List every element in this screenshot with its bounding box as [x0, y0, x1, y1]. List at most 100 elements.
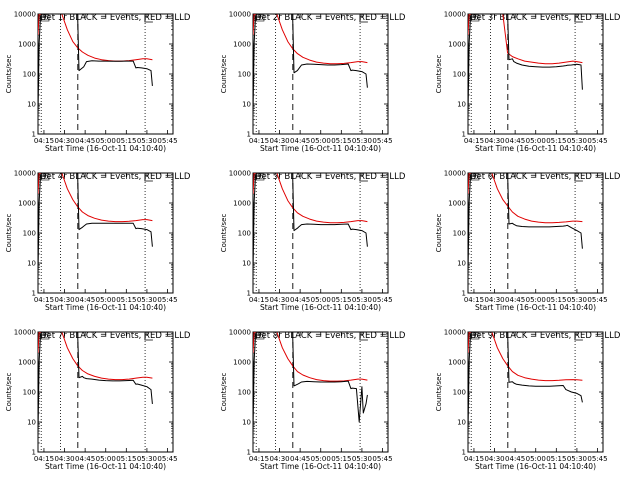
x-tick-label: 05:15 — [546, 296, 566, 304]
series-line-events — [468, 173, 583, 275]
x-tick-label: 05:15 — [116, 455, 136, 463]
x-tick-label: 05:30 — [567, 296, 587, 304]
plot-frame — [467, 172, 604, 294]
panel-title: Det 4r BLACK = Events, RED = LLD — [40, 172, 191, 182]
x-tick-label: 05:15 — [331, 455, 351, 463]
x-tick-label: 05:00 — [96, 296, 116, 304]
x-tick-label: 04:15 — [34, 296, 54, 304]
x-tick-label: 04:15 — [464, 137, 484, 145]
x-tick-label: 05:00 — [96, 455, 116, 463]
y-tick-label: 10 — [457, 260, 466, 268]
x-axis-label: Start Time (16-Oct-11 04:10:40) — [475, 462, 596, 471]
x-tick-label: 05:15 — [331, 296, 351, 304]
x-tick-label: 05:00 — [526, 137, 546, 145]
y-tick-label: 10 — [457, 419, 466, 427]
plot-frame — [252, 172, 389, 294]
series-line-lld — [253, 332, 368, 382]
y-tick-label: 10000 — [229, 11, 251, 19]
x-tick-label: 04:30 — [54, 455, 74, 463]
x-axis-label: Start Time (16-Oct-11 04:10:40) — [45, 462, 166, 471]
x-tick-label: 04:45 — [505, 296, 525, 304]
panel-title: Det 3r BLACK = Events, RED = LLD — [470, 13, 621, 23]
x-tick-label: 04:45 — [290, 455, 310, 463]
y-tick-label: 10000 — [444, 170, 466, 178]
x-tick-label: 04:45 — [290, 296, 310, 304]
corner-flag-bracket — [359, 333, 368, 341]
plot-frame — [467, 13, 604, 135]
corner-flag-bracket — [359, 174, 368, 182]
x-tick-label: 05:00 — [526, 296, 546, 304]
x-tick-label: 05:45 — [587, 296, 607, 304]
x-tick-label: 04:45 — [505, 137, 525, 145]
x-axis-label: Start Time (16-Oct-11 04:10:40) — [45, 144, 166, 153]
x-tick-label: 04:30 — [269, 455, 289, 463]
y-tick-label: 10 — [242, 260, 251, 268]
x-tick-label: 05:00 — [311, 296, 331, 304]
x-tick-label: 04:45 — [290, 137, 310, 145]
y-tick-label: 10 — [27, 260, 36, 268]
x-tick-label: 05:00 — [311, 137, 331, 145]
y-tick-label: 10 — [27, 101, 36, 109]
y-tick-label: 10 — [27, 419, 36, 427]
series-line-lld — [253, 173, 368, 224]
y-tick-label: 1 — [247, 131, 251, 139]
y-tick-label: 100 — [453, 230, 466, 238]
x-tick-label: 04:30 — [484, 455, 504, 463]
panel-title: Det 5r BLACK = Events, RED = LLD — [255, 172, 406, 182]
series-line-events — [253, 173, 368, 275]
corner-flag-bracket — [144, 174, 153, 182]
y-tick-label: 1 — [247, 290, 251, 298]
x-tick-label: 05:45 — [157, 455, 177, 463]
series-line-lld — [468, 14, 583, 65]
x-tick-label: 05:30 — [137, 296, 157, 304]
y-axis-label: Counts/sec — [435, 373, 443, 412]
series-line-events — [38, 173, 153, 275]
x-tick-label: 05:00 — [526, 455, 546, 463]
x-tick-label: 05:30 — [567, 455, 587, 463]
y-tick-label: 10000 — [14, 170, 36, 178]
corner-flag-label: FD — [256, 16, 263, 22]
x-tick-label: 05:15 — [116, 137, 136, 145]
corner-flag-label: FD — [256, 334, 263, 340]
series-line-lld — [253, 14, 368, 65]
plot-frame — [252, 331, 389, 453]
x-tick-label: 04:15 — [34, 137, 54, 145]
y-tick-label: 1 — [247, 449, 251, 457]
y-tick-label: 1 — [462, 131, 466, 139]
plot-frame — [37, 172, 174, 294]
y-axis-label: Counts/sec — [5, 55, 13, 94]
y-tick-label: 100 — [453, 389, 466, 397]
y-tick-label: 10000 — [444, 11, 466, 19]
y-tick-label: 1 — [32, 290, 36, 298]
x-tick-label: 05:30 — [352, 455, 372, 463]
series-line-lld — [38, 332, 153, 381]
y-axis-label: Counts/sec — [220, 373, 228, 412]
x-tick-label: 05:00 — [311, 455, 331, 463]
x-tick-label: 05:15 — [116, 296, 136, 304]
corner-flag-bracket — [574, 15, 583, 23]
x-tick-label: 04:15 — [249, 455, 269, 463]
corner-flag-label: FD — [41, 334, 48, 340]
y-tick-label: 100 — [238, 71, 251, 79]
series-line-events — [468, 332, 583, 434]
x-tick-label: 05:45 — [372, 296, 392, 304]
x-tick-label: 05:45 — [372, 455, 392, 463]
series-line-events — [253, 332, 368, 434]
corner-flag-label: FD — [41, 16, 48, 22]
chart-panel-4: Det 4r BLACK = Events, RED = LLD 04:15 04:… — [5, 170, 191, 313]
y-tick-label: 100 — [238, 230, 251, 238]
x-tick-label: 04:15 — [464, 455, 484, 463]
y-tick-label: 1 — [462, 449, 466, 457]
y-tick-label: 100 — [23, 71, 36, 79]
x-tick-label: 04:30 — [54, 296, 74, 304]
corner-flag-bracket — [574, 174, 583, 182]
x-axis-label: Start Time (16-Oct-11 04:10:40) — [260, 462, 381, 471]
x-tick-label: 05:30 — [352, 137, 372, 145]
y-tick-label: 1000 — [18, 359, 36, 367]
x-tick-label: 05:45 — [157, 296, 177, 304]
x-tick-label: 05:30 — [137, 455, 157, 463]
